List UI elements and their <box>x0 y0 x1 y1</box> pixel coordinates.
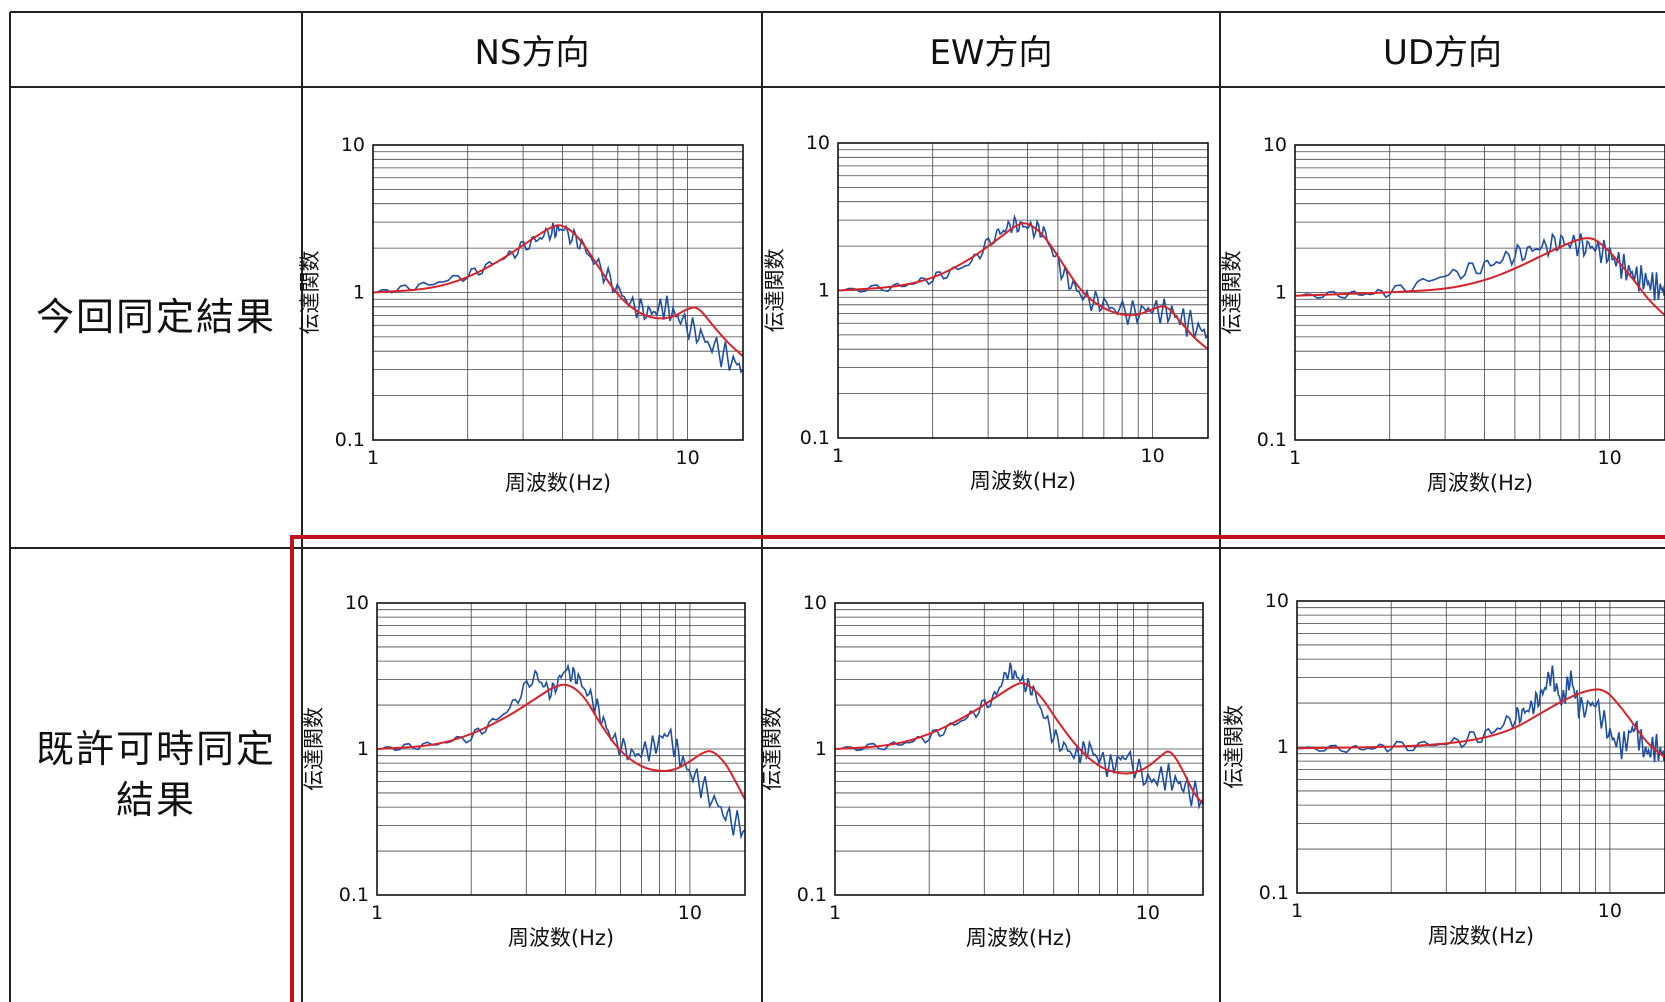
series-line-observed <box>373 222 743 374</box>
y-tick-label: 0.1 <box>335 429 365 451</box>
plot-frame <box>372 144 744 441</box>
y-tick-label: 10 <box>1265 590 1289 612</box>
series-line-observed <box>1295 232 1665 301</box>
y-tick-label: 10 <box>1263 134 1287 156</box>
x-tick-label: 1 <box>1291 900 1303 922</box>
y-tick-label: 1 <box>1275 282 1287 304</box>
y-axis-label: 伝達関数 <box>1222 705 1246 789</box>
y-axis-label: 伝達関数 <box>298 251 322 335</box>
x-tick-label: 1 <box>1289 447 1301 469</box>
series-line-fitted <box>838 222 1208 350</box>
y-tick-label: 1 <box>1277 736 1289 758</box>
grid-lines <box>1295 145 1665 440</box>
plot-frame <box>1294 144 1665 441</box>
row-label-line: 今回同定結果 <box>35 294 276 339</box>
column-header-ns: NS方向 <box>474 33 590 73</box>
grid-lines <box>838 143 1208 438</box>
grid-lines <box>373 145 743 440</box>
y-tick-label: 10 <box>806 132 830 154</box>
row-label-line: 既許可時同定 <box>35 726 276 771</box>
y-tick-label: 0.1 <box>1257 429 1287 451</box>
x-tick-label: 10 <box>1141 445 1165 467</box>
x-axis-label: 周波数(Hz) <box>505 471 611 495</box>
y-tick-label: 0.1 <box>1259 882 1289 904</box>
x-tick-label: 10 <box>1598 447 1622 469</box>
x-axis-label: 周波数(Hz) <box>1427 471 1533 495</box>
y-tick-label: 1 <box>818 280 830 302</box>
series-line-fitted <box>373 224 743 357</box>
y-tick-label: 1 <box>353 282 365 304</box>
x-tick-label: 10 <box>1598 900 1622 922</box>
x-axis-label: 周波数(Hz) <box>970 469 1076 493</box>
column-header-ud: UD方向 <box>1382 33 1503 73</box>
row-label-current: 今回同定結果 <box>10 87 302 548</box>
column-header-ew: EW方向 <box>929 33 1053 73</box>
series-line-fitted <box>1295 237 1665 317</box>
y-tick-label: 0.1 <box>800 427 830 449</box>
x-tick-label: 1 <box>367 447 379 469</box>
y-tick-label: 10 <box>341 134 365 156</box>
x-tick-label: 1 <box>832 445 844 467</box>
row-label-line: 結果 <box>115 778 196 822</box>
y-axis-label: 伝達関数 <box>1220 251 1244 335</box>
plot-frame <box>837 142 1209 439</box>
x-axis-label: 周波数(Hz) <box>1428 924 1534 948</box>
x-tick-label: 10 <box>676 447 700 469</box>
row-label-previous: 既許可時同定 結果 <box>10 548 302 1002</box>
y-axis-label: 伝達関数 <box>763 249 787 333</box>
